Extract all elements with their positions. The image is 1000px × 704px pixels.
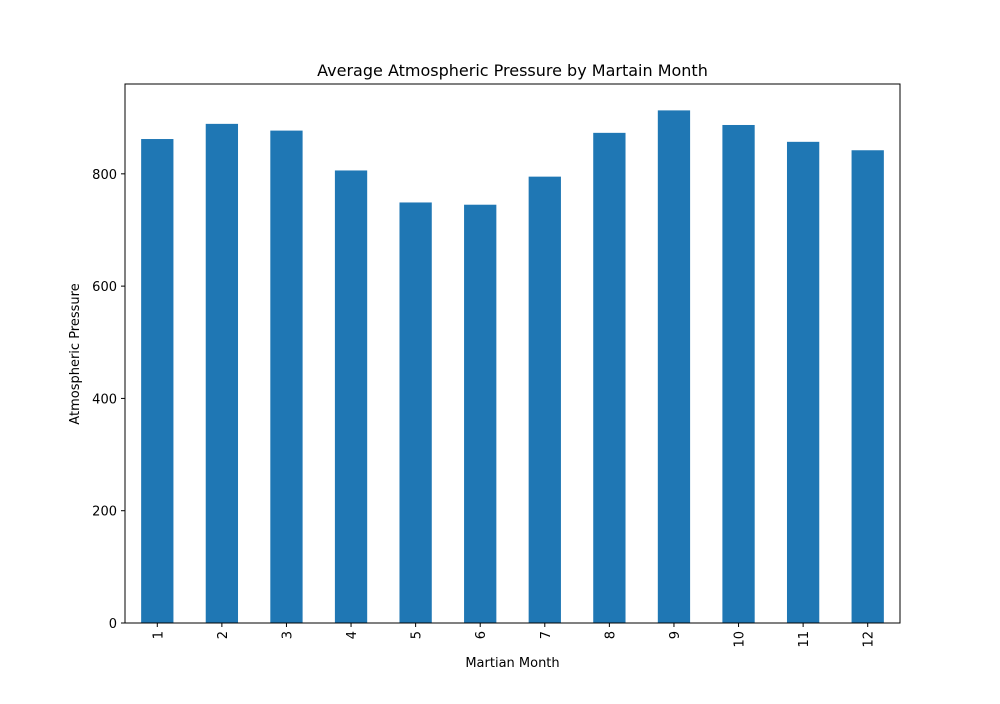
bar-month-2 xyxy=(205,123,239,624)
bar-month-10 xyxy=(722,124,755,624)
bar-month-3 xyxy=(270,130,303,623)
x-tick-label: 10 xyxy=(733,631,748,648)
bar-month-11 xyxy=(786,141,820,624)
y-tick-label: 600 xyxy=(92,280,117,295)
y-axis-label: Atmospheric Pressure xyxy=(68,283,83,424)
bar-month-5 xyxy=(399,202,432,623)
y-tick-label: 400 xyxy=(92,392,117,407)
x-tick-label: 6 xyxy=(474,631,489,639)
y-tick-label: 800 xyxy=(92,168,117,183)
x-tick-label: 7 xyxy=(539,631,554,639)
bar-month-12 xyxy=(851,150,884,624)
x-axis-label: Martian Month xyxy=(465,656,559,671)
bar-month-9 xyxy=(657,110,691,623)
bars-layer xyxy=(141,110,884,624)
x-tick-label: 4 xyxy=(345,631,360,639)
bar-month-4 xyxy=(334,170,368,623)
x-tick-label: 1 xyxy=(151,631,166,639)
y-tick-label: 0 xyxy=(109,617,117,632)
x-tick-label: 9 xyxy=(668,631,683,639)
y-axis: 0 200 400 600 800 xyxy=(92,168,125,632)
x-axis: 1 2 3 4 5 6 7 8 9 10 11 12 xyxy=(151,623,877,648)
plot-frame xyxy=(124,83,901,624)
x-tick-label: 12 xyxy=(862,631,877,648)
bar-month-6 xyxy=(464,204,497,623)
chart-title: Average Atmospheric Pressure by Martain … xyxy=(317,61,708,80)
x-tick-label: 11 xyxy=(797,631,812,648)
bar-month-1 xyxy=(141,139,174,623)
y-tick-label: 200 xyxy=(92,505,117,520)
x-tick-label: 8 xyxy=(603,631,618,639)
bar-month-8 xyxy=(593,132,626,624)
x-tick-label: 3 xyxy=(280,631,295,639)
x-tick-label: 5 xyxy=(410,631,425,639)
bar-month-7 xyxy=(528,176,561,623)
x-tick-label: 2 xyxy=(216,631,231,639)
